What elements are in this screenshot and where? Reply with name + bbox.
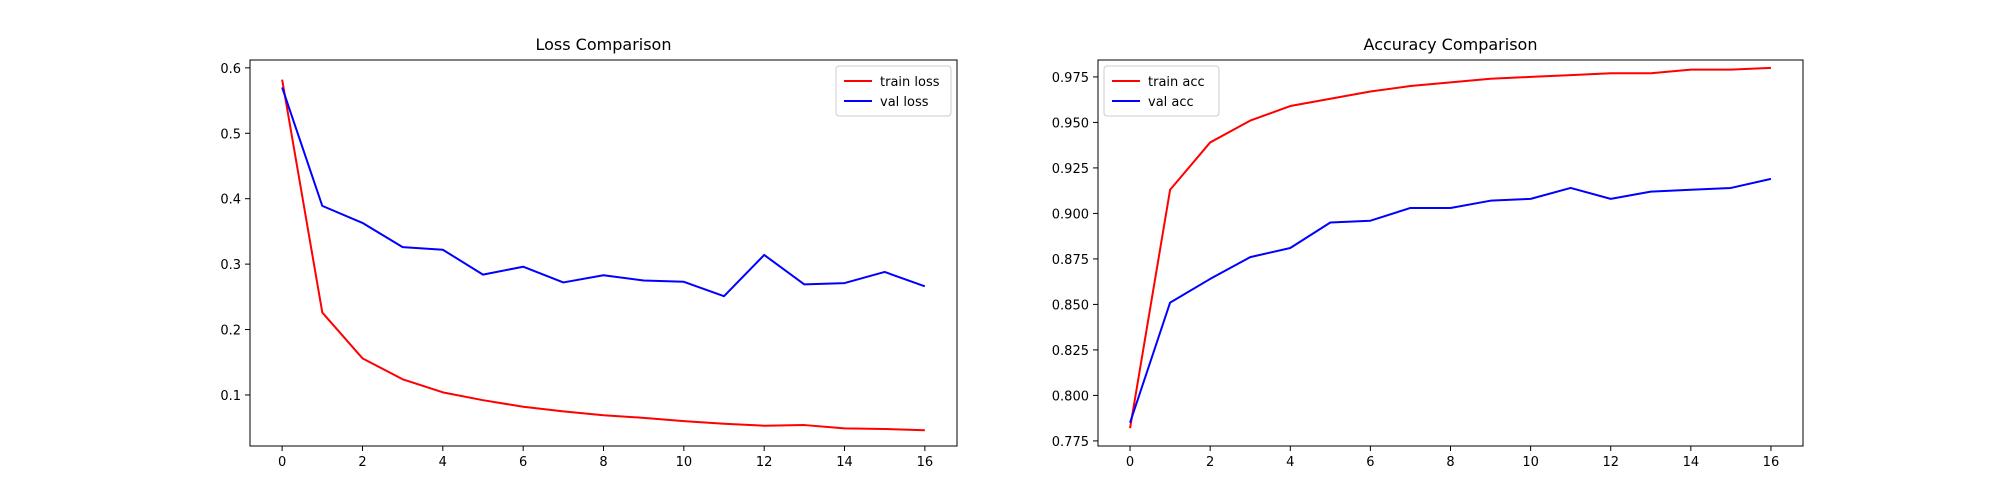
- x-tick-label: 0: [278, 455, 286, 470]
- y-tick-label: 0.900: [1052, 207, 1089, 222]
- legend: train loss val loss: [835, 65, 952, 117]
- x-tick-label: 14: [1683, 455, 1700, 470]
- legend-label: train acc: [1148, 75, 1205, 90]
- y-tick-label: 0.850: [1052, 298, 1089, 313]
- chart-0: Loss Comparison 0 2 4 6 8 10 12 14 16 0.1 0.2 0.3 0.4…: [220, 35, 958, 470]
- series-line-train-acc: [1129, 66, 1771, 429]
- x-tick-label: 10: [1522, 455, 1539, 470]
- x-tick-label: 4: [1286, 455, 1294, 470]
- x-tick-label: 4: [439, 455, 447, 470]
- y-tick-label: 0.2: [220, 324, 241, 339]
- x-tick-label: 8: [599, 455, 607, 470]
- legend-label: val acc: [1148, 95, 1194, 110]
- series-line-train-loss: [281, 79, 925, 432]
- y-tick-label: 0.950: [1052, 116, 1089, 131]
- legend-box: [1103, 65, 1220, 117]
- chart-1: Accuracy Comparison 0 2 4 6 8 10 12 14 16 0.775 0.8…: [1052, 35, 1804, 470]
- x-tick-label: 2: [358, 455, 366, 470]
- y-tick-label: 0.6: [220, 62, 241, 77]
- y-tick-label: 0.1: [220, 389, 241, 404]
- y-tick-label: 0.975: [1052, 71, 1089, 86]
- y-tick-label: 0.4: [220, 193, 241, 208]
- series-line-val-loss: [281, 87, 926, 298]
- x-tick-label: 8: [1446, 455, 1454, 470]
- axes-frame: [249, 59, 958, 447]
- x-tick-label: 2: [1206, 455, 1214, 470]
- y-tick-label: 0.875: [1052, 253, 1089, 268]
- legend-box: [835, 65, 952, 117]
- y-tick-label: 0.775: [1052, 435, 1089, 450]
- y-tick-label: 0.800: [1052, 389, 1089, 404]
- x-tick-label: 12: [1602, 455, 1619, 470]
- axes-frame: [1097, 59, 1804, 447]
- x-tick-label: 12: [756, 455, 773, 470]
- x-tick-label: 16: [1763, 455, 1780, 470]
- chart-title: Accuracy Comparison: [1364, 35, 1538, 54]
- series-line-val-acc: [1129, 177, 1772, 424]
- x-tick-label: 0: [1126, 455, 1134, 470]
- legend-label: train loss: [880, 75, 940, 90]
- y-tick-label: 0.5: [220, 127, 241, 142]
- chart-title: Loss Comparison: [536, 35, 672, 54]
- x-tick-label: 10: [676, 455, 693, 470]
- x-tick-label: 6: [519, 455, 527, 470]
- y-tick-label: 0.3: [220, 258, 241, 273]
- y-tick-label: 0.925: [1052, 162, 1089, 177]
- x-tick-label: 6: [1366, 455, 1374, 470]
- x-tick-label: 16: [917, 455, 934, 470]
- y-tick-label: 0.825: [1052, 344, 1089, 359]
- x-tick-label: 14: [836, 455, 853, 470]
- legend-label: val loss: [880, 95, 929, 110]
- legend: train acc val acc: [1103, 65, 1220, 117]
